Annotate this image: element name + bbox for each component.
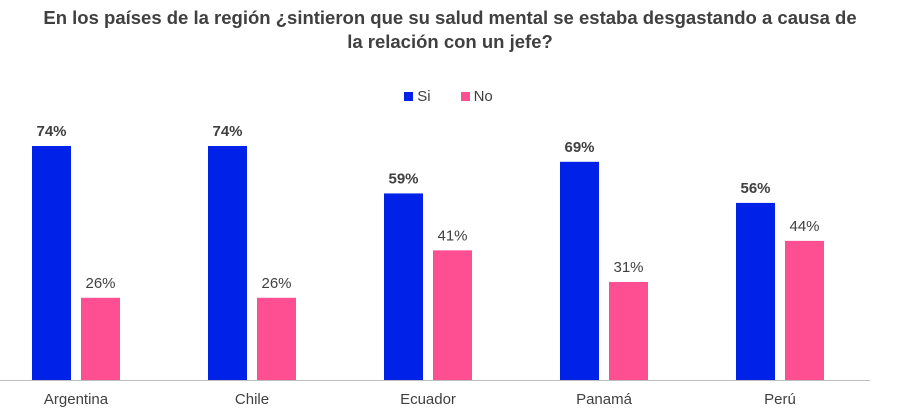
legend-entry-no: No [460, 88, 493, 105]
bar-si-1 [208, 146, 247, 380]
data-label-no-2: 41% [437, 227, 467, 244]
data-label-no-3: 31% [613, 259, 643, 276]
category-label-2: Ecuador [400, 391, 456, 408]
legend-label-no: No [473, 88, 493, 105]
data-label-si-1: 74% [212, 123, 242, 140]
chart-title: En los países de la región ¿sintieron qu… [43, 7, 857, 52]
bar-no-1 [257, 297, 296, 380]
bar-no-3 [609, 281, 648, 380]
category-label-1: Chile [235, 391, 269, 408]
category-label-0: Argentina [44, 391, 109, 408]
data-label-si-0: 74% [36, 123, 66, 140]
data-label-si-3: 69% [564, 139, 594, 156]
data-label-no-1: 26% [261, 275, 291, 292]
data-label-no-0: 26% [85, 275, 115, 292]
bar-no-4 [785, 240, 824, 380]
legend: Si No [0, 88, 897, 105]
data-label-no-4: 44% [789, 218, 819, 235]
bar-si-2 [384, 193, 423, 380]
data-label-si-2: 59% [388, 170, 418, 187]
legend-swatch-si [404, 92, 414, 101]
bar-no-2 [433, 250, 472, 380]
category-label-3: Panamá [576, 391, 633, 408]
bar-si-4 [736, 202, 775, 380]
bar-no-0 [81, 297, 120, 380]
bar-si-3 [560, 161, 599, 380]
legend-swatch-no [460, 92, 470, 101]
bar-si-0 [32, 146, 71, 380]
category-label-4: Perú [764, 391, 796, 408]
legend-entry-si: Si [404, 88, 431, 105]
legend-label-si: Si [417, 88, 431, 105]
data-label-si-4: 56% [740, 180, 770, 197]
